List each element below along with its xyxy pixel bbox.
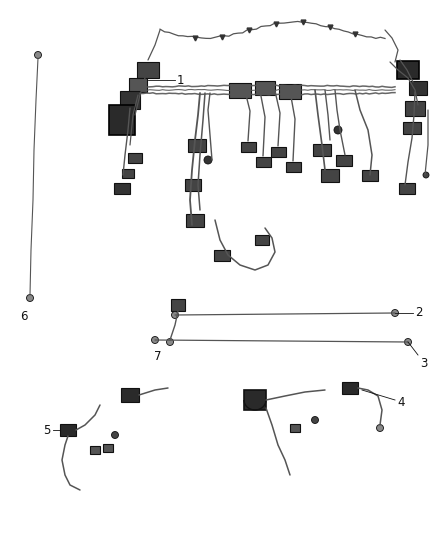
Bar — [129, 78, 147, 92]
Circle shape — [172, 311, 179, 319]
Bar — [229, 83, 251, 98]
Bar — [90, 446, 100, 454]
Bar — [186, 214, 204, 227]
Bar — [171, 299, 185, 311]
Bar — [342, 382, 358, 394]
Bar — [271, 147, 286, 157]
Circle shape — [27, 295, 33, 302]
Bar — [313, 144, 331, 156]
Circle shape — [405, 338, 411, 345]
Text: 3: 3 — [420, 357, 427, 370]
Bar — [114, 182, 130, 193]
Text: 7: 7 — [154, 350, 162, 363]
Circle shape — [35, 52, 42, 59]
Bar — [137, 62, 159, 78]
Bar — [255, 81, 275, 95]
Circle shape — [112, 432, 119, 439]
Text: 4: 4 — [397, 395, 405, 408]
Bar — [362, 169, 378, 181]
Bar — [403, 122, 421, 134]
Circle shape — [423, 172, 429, 178]
Bar — [121, 388, 139, 402]
Circle shape — [377, 424, 384, 432]
Bar — [255, 157, 271, 167]
Bar — [240, 142, 255, 152]
Bar — [336, 155, 352, 166]
Bar — [321, 168, 339, 182]
Bar — [103, 444, 113, 452]
Bar — [185, 179, 201, 191]
Bar — [128, 153, 142, 163]
Text: 5: 5 — [42, 424, 50, 437]
Circle shape — [204, 156, 212, 164]
Circle shape — [392, 310, 399, 317]
Bar — [397, 61, 419, 79]
Circle shape — [166, 338, 173, 345]
Bar — [120, 91, 140, 109]
Bar — [188, 139, 206, 151]
Circle shape — [334, 126, 342, 134]
Bar — [122, 168, 134, 177]
Bar — [109, 105, 135, 135]
Text: 6: 6 — [20, 310, 28, 323]
Bar — [290, 424, 300, 432]
Text: 1: 1 — [177, 74, 184, 86]
Bar — [405, 101, 425, 116]
Bar — [244, 390, 266, 410]
Bar — [286, 162, 300, 172]
Circle shape — [311, 416, 318, 424]
Bar — [279, 84, 301, 99]
Text: 2: 2 — [415, 306, 423, 319]
Bar — [60, 424, 76, 436]
Circle shape — [152, 336, 159, 343]
Bar — [255, 235, 269, 245]
Bar — [409, 81, 427, 95]
Bar — [214, 249, 230, 261]
Bar — [399, 182, 415, 193]
